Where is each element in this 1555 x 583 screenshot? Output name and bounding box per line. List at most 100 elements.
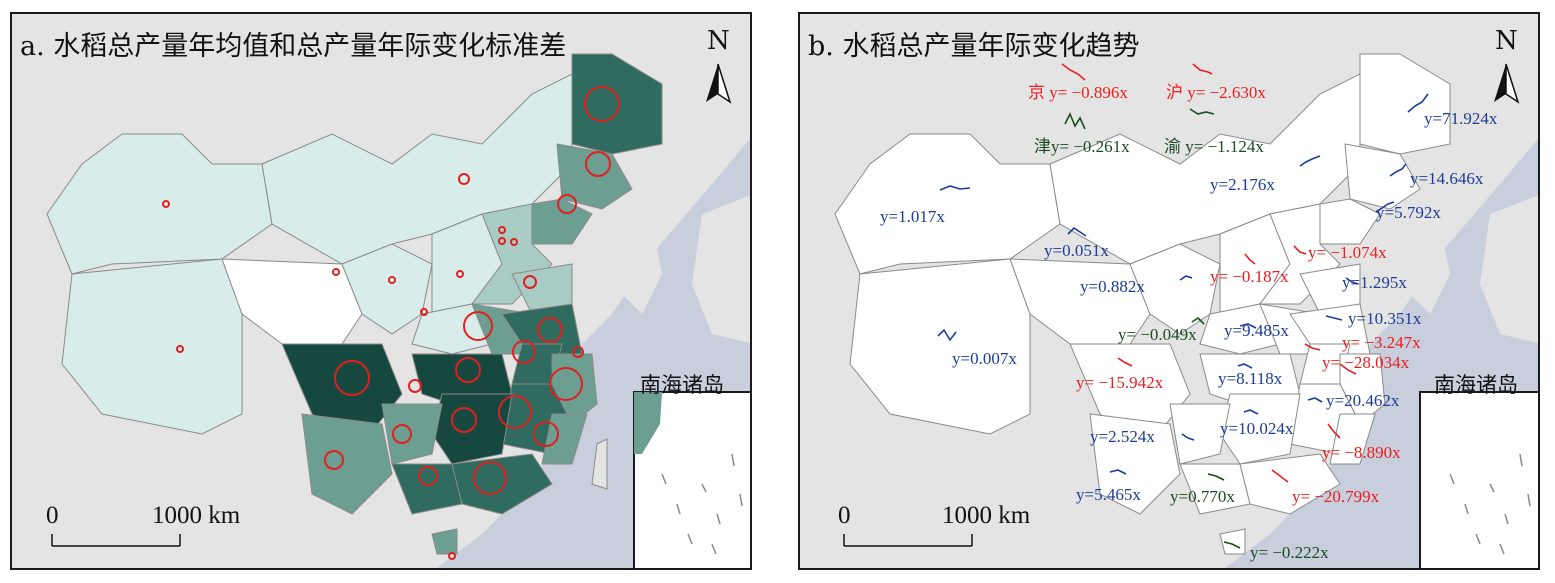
spark-henan (1239, 323, 1257, 329)
trend-label: y= −20.799x (1292, 487, 1380, 506)
circle-shanghai (572, 346, 584, 358)
trend-label: y=1.017x (880, 207, 945, 226)
spark-sx (1244, 253, 1256, 265)
circle-chongqing (408, 379, 422, 393)
circle-jiangxi (498, 395, 532, 429)
japan-land (692, 195, 750, 344)
korea-land-b (1400, 214, 1450, 314)
spark-yn (1109, 469, 1127, 475)
circle-xizang (176, 345, 184, 353)
trend-label: y=9.485x (1224, 321, 1289, 340)
trend-label: y=71.924x (1424, 109, 1498, 128)
circle-guangdong (473, 461, 507, 495)
scale-label-a: 1000 km (152, 502, 241, 529)
map-a-svg (12, 14, 750, 568)
trend-label: y= −8.890x (1322, 443, 1401, 462)
spark-tianjin (1064, 112, 1086, 130)
japan-land-b (1480, 195, 1538, 344)
north-label-b: N (1495, 26, 1518, 56)
trend-label: y=20.462x (1326, 391, 1400, 410)
circle-guizhou (392, 424, 412, 444)
province-yunnan (301, 413, 393, 515)
circle-yunnan (324, 450, 344, 470)
trend-label: y= −3.247x (1342, 333, 1421, 352)
spark-xz (937, 328, 957, 342)
circle-fujian (533, 421, 559, 447)
std-circles (162, 86, 620, 560)
trend-label: y=2.176x (1210, 175, 1275, 194)
spark-hb (1237, 363, 1253, 369)
trend-sparklines (937, 63, 1429, 549)
circle-gansu (332, 268, 340, 276)
province-sichuan (281, 343, 403, 445)
inset-a (633, 391, 750, 568)
trend-label: y=8.118x (1218, 369, 1283, 388)
circle-henan (463, 311, 493, 341)
spark-nx (1179, 275, 1193, 281)
map-b-svg (800, 14, 1538, 568)
trend-label: y=5.465x (1076, 485, 1141, 504)
spark-chongqing (1189, 108, 1215, 115)
spark-fj (1327, 423, 1341, 439)
circle-neimenggu (458, 173, 470, 185)
label-beijing: 京 y= −0.896x (1028, 83, 1128, 102)
trend-label: y=0.007x (952, 349, 1017, 368)
spark-jx (1307, 397, 1323, 403)
spark-shanghai (1192, 63, 1213, 75)
circle-hubei (455, 357, 481, 383)
province-taiwan (591, 438, 608, 490)
scale-label-b: 1000 km (942, 502, 1031, 529)
spark-hebei (1293, 245, 1307, 255)
circle-guangxi (418, 466, 438, 486)
scale-bar-a (51, 534, 181, 547)
trend-label: y=14.646x (1410, 169, 1484, 188)
provinces-b (834, 53, 1451, 555)
trend-label: y=0.051x (1044, 241, 1109, 260)
province-shaanxi (411, 303, 493, 355)
circle-tianjin2 (510, 238, 518, 246)
spark-zj (1339, 363, 1357, 375)
inset-title-a: 南海诸岛 (640, 373, 724, 397)
province-guangdong (451, 453, 553, 515)
trend-label: y=0.770x (1170, 487, 1235, 506)
circle-liaoning (557, 194, 577, 214)
circle-ningxia (388, 276, 396, 284)
map-panel-b: b. 水稻总产量年际变化趋势 N 0 1000 km 南海诸岛 京 y= −0.… (798, 12, 1540, 570)
province-hainan (431, 528, 458, 555)
trend-label: y=1.295x (1342, 273, 1407, 292)
circle-sichuan (334, 360, 370, 396)
spark-jl (1389, 163, 1407, 177)
circle-jilin (585, 151, 611, 177)
spark-sc (1117, 357, 1133, 367)
circle-tianjin (498, 237, 506, 245)
circle-hainan (448, 552, 456, 560)
spark-beijing (1061, 63, 1086, 81)
spark-nmg (1299, 155, 1321, 167)
map-panel-a: a. 水稻总产量年均值和总产量年际变化标准差 N 0 1000 km 南海诸岛 (10, 12, 752, 570)
trend-label: y=0.882x (1080, 277, 1145, 296)
label-chongqing: 渝 y= −1.124x (1164, 137, 1264, 156)
korea-land (612, 214, 662, 314)
spark-xj (939, 185, 971, 191)
trend-label: y=2.524x (1090, 427, 1155, 446)
trend-label: y= −15.942x (1076, 373, 1164, 392)
scale-bar-b (843, 534, 973, 547)
circle-shandong (523, 275, 537, 289)
trend-label: y= −28.034x (1322, 353, 1410, 372)
label-tianjin: 津y= −0.261x (1034, 137, 1130, 156)
trend-label: y=10.351x (1348, 309, 1422, 328)
trend-label: y= −0.049x (1118, 325, 1197, 344)
spark-sxi (1191, 316, 1205, 325)
trend-label: y= −0.222x (1250, 543, 1329, 562)
label-shanghai: 沪 y= −2.630x (1166, 83, 1266, 102)
province-fujian (541, 413, 588, 465)
spark-hn (1243, 409, 1259, 415)
north-label-a: N (707, 26, 730, 56)
spark-hlj (1407, 93, 1429, 113)
north-arrow-a (706, 63, 732, 104)
inset-b (1419, 391, 1538, 568)
scale-zero-b: 0 (838, 502, 851, 529)
circle-zhejiang (549, 367, 583, 401)
circle-hunan (451, 407, 477, 433)
circle-jiangsu (537, 317, 563, 343)
